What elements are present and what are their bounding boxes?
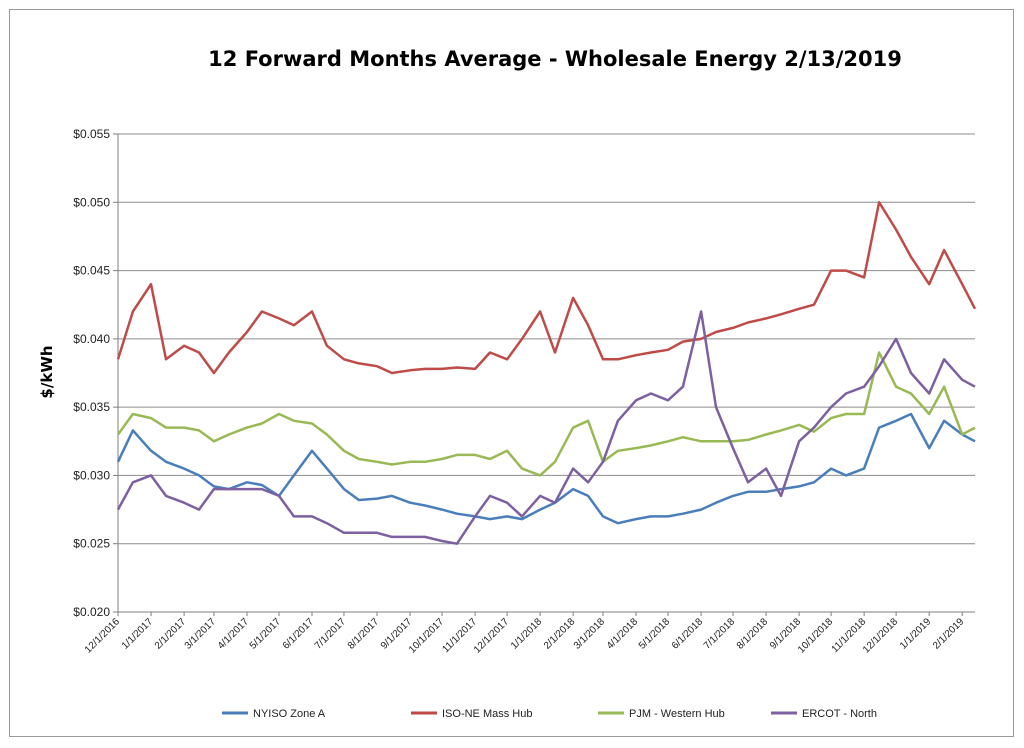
series-line	[116, 201, 977, 375]
x-tick-label: 1/1/2017	[120, 616, 156, 652]
x-tick-label: 5/1/2017	[248, 616, 284, 652]
x-tick-label: 4/1/2017	[216, 616, 252, 652]
x-tick-label: 3/1/2018	[572, 616, 608, 652]
series-line	[116, 412, 976, 525]
legend-label: NYISO Zone A	[253, 708, 326, 720]
x-tick-label: 8/1/2017	[346, 616, 382, 652]
x-tick-label: 10/1/2017	[407, 616, 447, 656]
series-layer	[116, 201, 977, 545]
x-tick-label: 6/1/2017	[281, 616, 317, 652]
chart-title: 12 Forward Months Average - Wholesale En…	[208, 47, 902, 71]
grid-layer	[113, 133, 975, 616]
x-tick-label: 12/1/2017	[472, 616, 512, 656]
x-tick-label: 3/1/2017	[183, 616, 219, 652]
y-tick-label: $0.045	[73, 264, 110, 278]
x-tick-label: 7/1/2017	[313, 616, 349, 652]
x-tick-labels: 12/1/20161/1/20172/1/20173/1/20174/1/201…	[83, 616, 967, 656]
y-tick-label: $0.030	[73, 468, 110, 482]
y-tick-label: $0.050	[73, 195, 110, 209]
y-tick-label: $0.025	[73, 537, 110, 551]
y-axis-label: $/kWh	[38, 345, 56, 398]
x-tick-label: 1/1/2018	[509, 616, 545, 652]
legend-label: PJM - Western Hub	[629, 708, 725, 720]
x-tick-label: 7/1/2018	[702, 616, 738, 652]
x-tick-label: 10/1/2018	[796, 616, 836, 656]
legend: NYISO Zone A ISO-NE Mass Hub PJM - Western…	[222, 708, 877, 720]
x-tick-label: 4/1/2018	[605, 616, 641, 652]
x-tick-label: 12/1/2016	[83, 616, 123, 656]
series-line	[116, 351, 976, 477]
y-tick-label: $0.040	[73, 332, 110, 346]
x-tick-label: 2/1/2019	[931, 616, 967, 652]
y-tick-label: $0.035	[73, 400, 110, 414]
y-tick-label: $0.055	[73, 127, 110, 141]
x-tick-label: 6/1/2018	[670, 616, 706, 652]
series-line	[116, 310, 976, 545]
legend-label: ISO-NE Mass Hub	[442, 708, 532, 720]
x-tick-label: 5/1/2018	[637, 616, 673, 652]
x-tick-label: 12/1/2018	[861, 616, 901, 656]
y-tick-label: $0.020	[73, 605, 110, 619]
x-tick-label: 8/1/2018	[735, 616, 771, 652]
chart-frame	[9, 9, 1014, 737]
y-tick-labels: $0.020 $0.025 $0.030 $0.035 $0.040 $0.045 $0.0…	[73, 127, 110, 619]
legend-label: ERCOT - North	[802, 708, 877, 720]
x-tick-label: 2/1/2017	[153, 616, 189, 652]
x-tick-label: 2/1/2018	[542, 616, 578, 652]
x-tick-label: 1/1/2019	[898, 616, 934, 652]
